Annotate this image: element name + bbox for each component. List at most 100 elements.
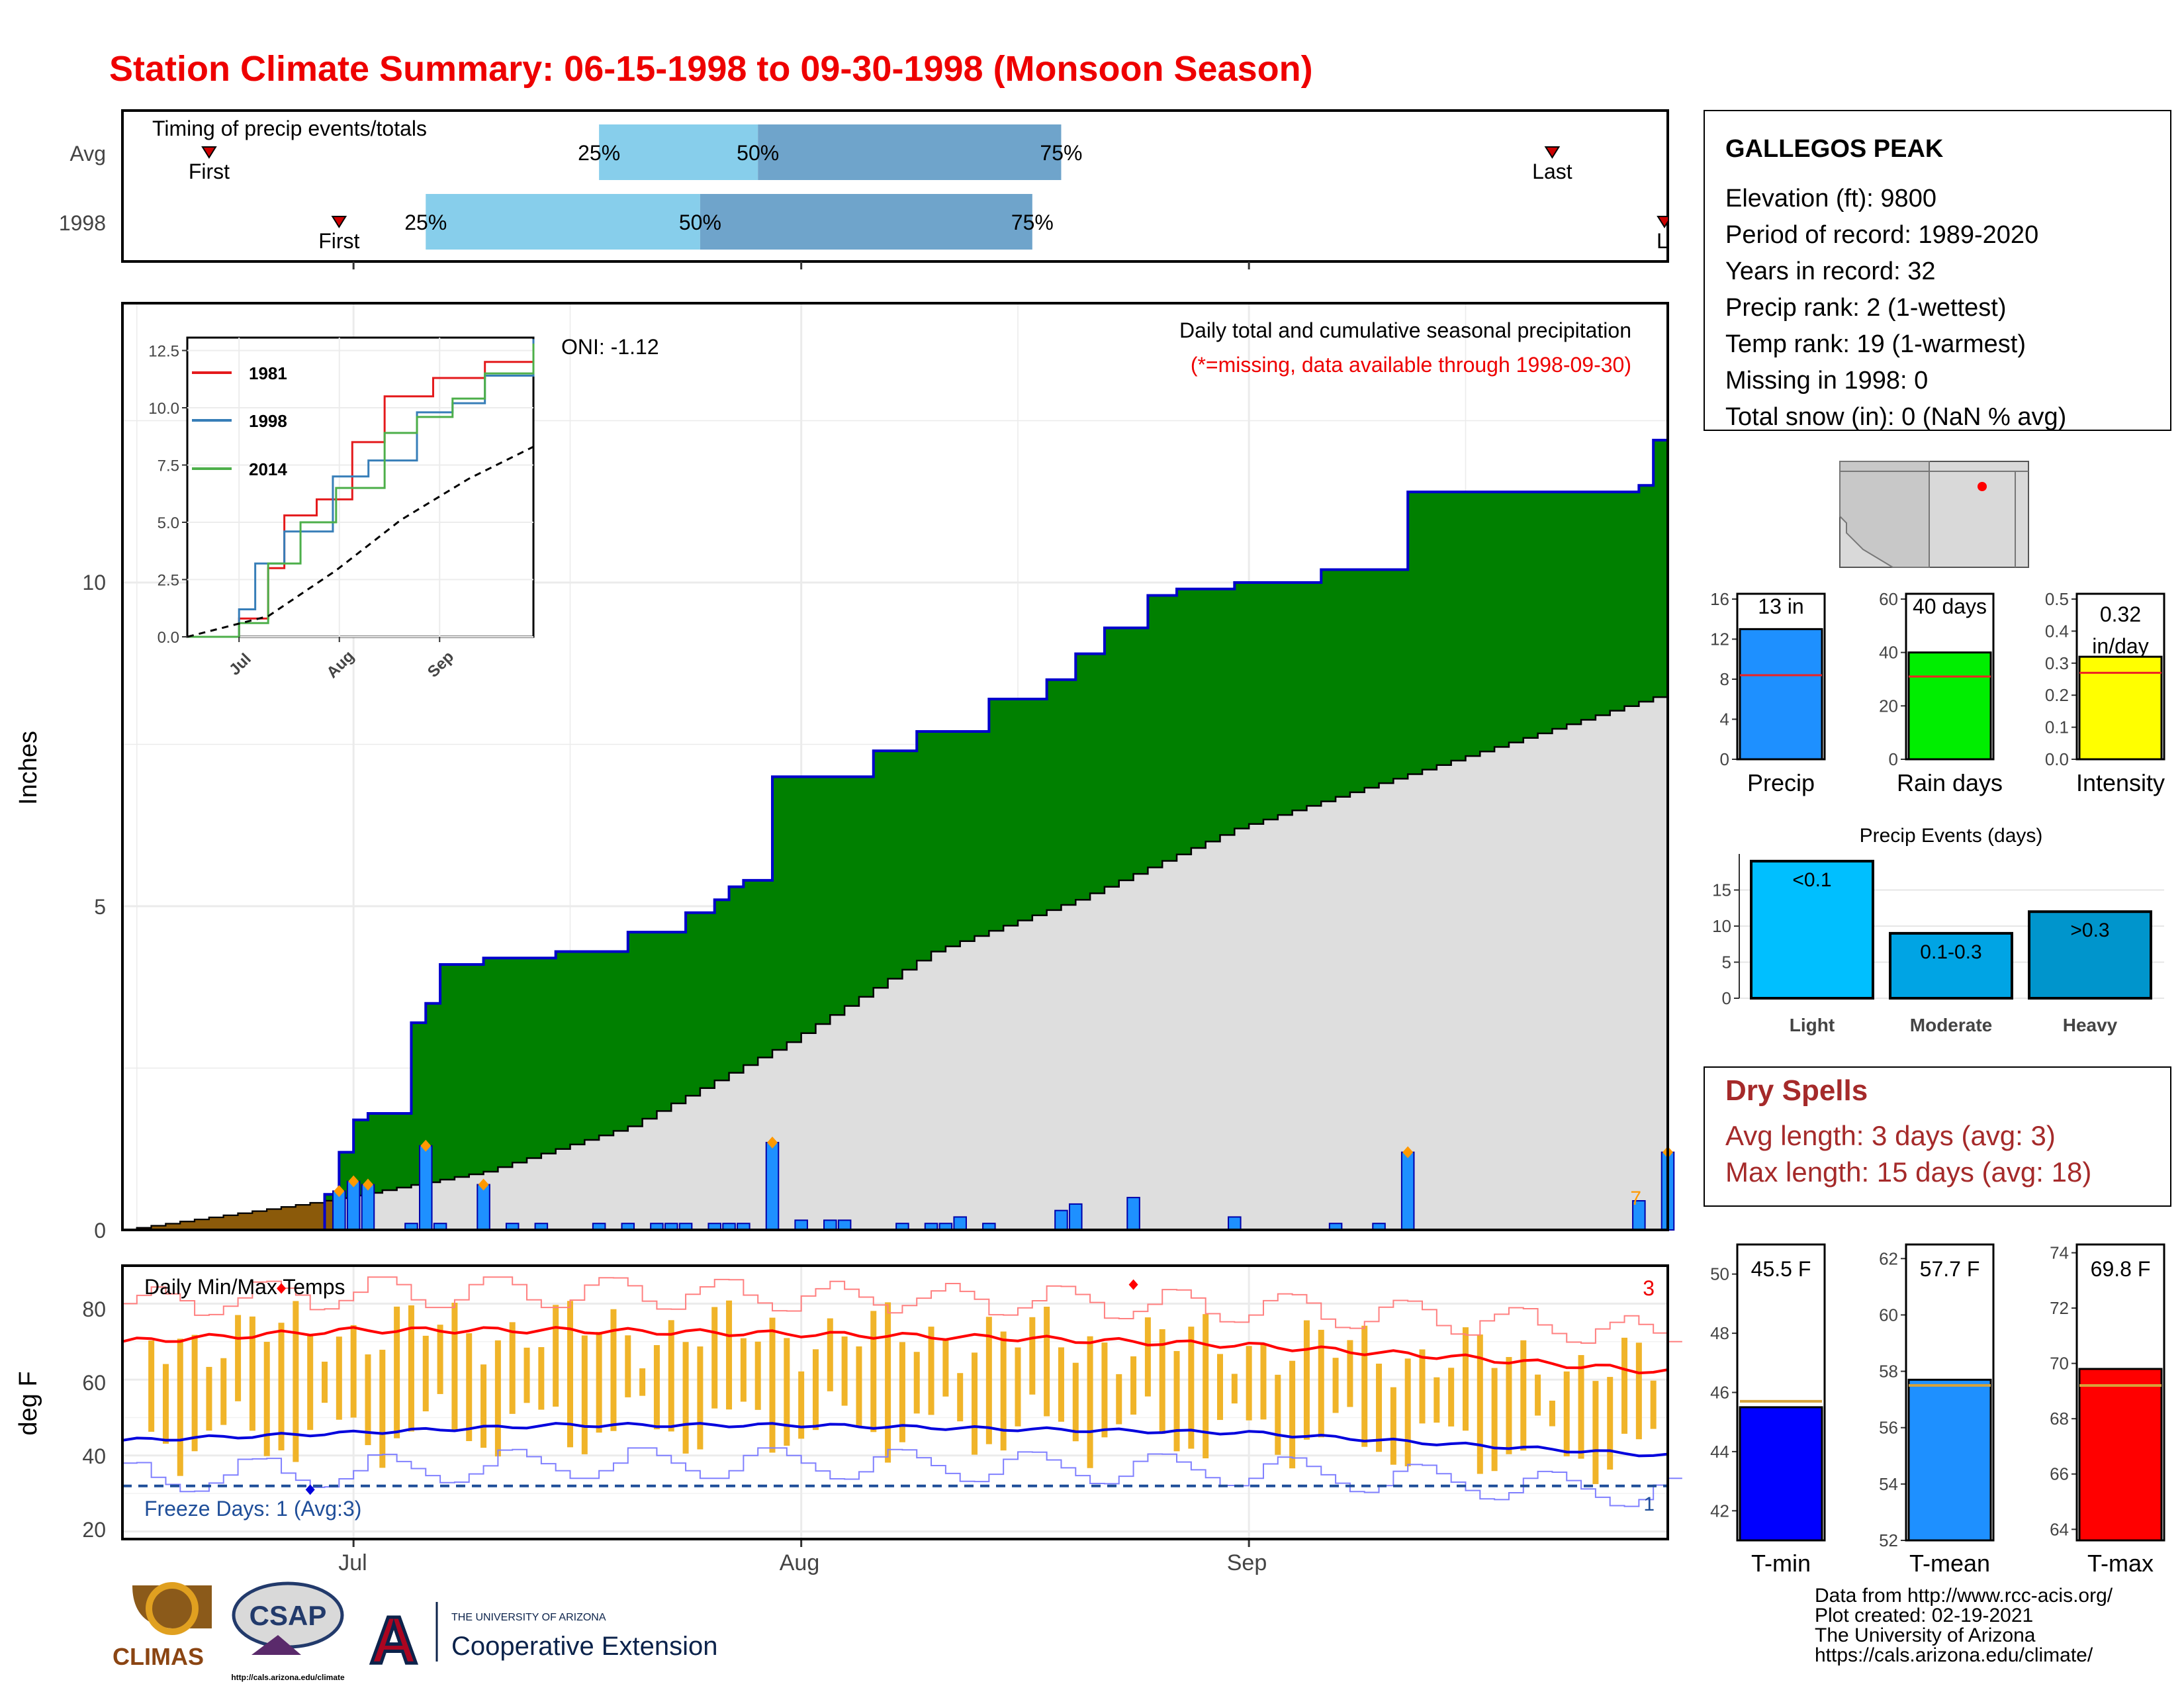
x-tick-aug: Aug: [780, 1550, 820, 1575]
timing-first-marker: [331, 216, 347, 228]
station-name: GALLEGOS PEAK: [1725, 135, 1944, 163]
daily-temp-range-bar: [1448, 1368, 1455, 1427]
daily-temp-range-bar: [740, 1338, 747, 1402]
daily-temp-range-bar: [1361, 1325, 1368, 1447]
daily-temp-range-bar: [148, 1340, 155, 1432]
mini-bar-value: [2078, 655, 2163, 761]
temp-bar-y-tick: 42: [1710, 1501, 1729, 1521]
daily-temp-range-bar: [653, 1344, 660, 1430]
daily-temp-range-bar: [177, 1338, 183, 1476]
credits: Data from http://www.rcc-acis.org/ Plot …: [1815, 1585, 2113, 1666]
temp-bar-value: [2078, 1368, 2163, 1542]
daily-temp-range-bar: [350, 1325, 357, 1418]
temperature-panel: Daily Min/Max Temps Freeze Days: 1 (Avg:…: [15, 1264, 1682, 1575]
daily-precip-marker: [348, 1175, 359, 1188]
cumulative-precip-line-1998: [122, 388, 1669, 1231]
temp-bar-y-tick: 70: [2050, 1354, 2069, 1374]
events-title: Precip Events (days): [1860, 825, 2043, 847]
mini-bar-chart-precip: 0 4 8 12 16 13 in Precip: [1710, 589, 1826, 796]
daily-temp-range-bar: [1433, 1377, 1440, 1423]
daily-temp-range-bar: [1116, 1374, 1122, 1425]
timing-q50-label: 50%: [737, 141, 779, 165]
daily-temp-range-bar: [1275, 1374, 1281, 1455]
station-period: Period of record: 1989-2020: [1725, 221, 2038, 249]
temp-bottom-right-count: 1: [1643, 1493, 1655, 1515]
mini-y-tick: 16: [1710, 589, 1729, 609]
daily-temp-range-bar: [1635, 1342, 1642, 1440]
timing-bar-25-50: [426, 194, 700, 250]
daily-temp-range-bar: [1390, 1387, 1396, 1465]
daily-temp-range-bar: [1058, 1347, 1064, 1422]
temp-bar-y-tick: 64: [2050, 1519, 2069, 1539]
daily-temp-range-bar: [856, 1346, 862, 1427]
daily-temp-range-bar: [1159, 1329, 1165, 1434]
precip-y-tick-5: 5: [94, 895, 106, 919]
daily-precip-marker: [362, 1178, 373, 1191]
station-location-marker: [1978, 482, 1987, 491]
record-high-marker: [277, 1283, 287, 1294]
inset-line-1998: [187, 339, 535, 638]
precip-events-category: Heavy: [2063, 1015, 2118, 1035]
daily-temp-range-bar: [365, 1354, 371, 1446]
timing-q75-label: 75%: [1040, 141, 1082, 165]
daily-temp-range-bar: [754, 1341, 761, 1410]
daily-temp-range-bar: [1246, 1346, 1252, 1421]
temp-bar-y-tick: 52: [1879, 1530, 1898, 1550]
events-y-tick: 15: [1712, 880, 1731, 900]
station-elevation: Elevation (ft): 9800: [1725, 185, 1936, 212]
temp-bar-y-tick: 58: [1879, 1362, 1898, 1382]
credit-url: https://cals.arizona.edu/climate/: [1815, 1644, 2093, 1666]
daily-temp-range-bar: [1318, 1329, 1324, 1438]
inset-y-tick: 12.5: [148, 343, 179, 361]
inset-y-tick: 10.0: [148, 400, 179, 418]
daily-precip-marker: [420, 1139, 432, 1152]
station-snow: Total snow (in): 0 (NaN % avg): [1725, 403, 2066, 431]
timing-q50-label: 50%: [679, 211, 721, 234]
precip-y-label: Inches: [15, 731, 42, 805]
temp-bar-value: [1907, 1378, 1992, 1542]
timing-last-marker: [1544, 146, 1561, 159]
svg-text:CSAP: CSAP: [250, 1600, 327, 1631]
daily-temp-range-bar: [726, 1300, 733, 1410]
csap-logo: CSAP http://cals.arizona.edu/climate: [231, 1581, 345, 1682]
daily-temp-range-bar: [422, 1335, 429, 1412]
daily-temp-range-bar: [1535, 1374, 1541, 1416]
daily-precip-bar: [1054, 1209, 1068, 1231]
daily-temp-range-bar: [784, 1338, 790, 1446]
daily-temp-range-bar: [899, 1342, 905, 1442]
daily-temp-range-bar: [913, 1352, 920, 1414]
main-title: Station Climate Summary: 06-15-1998 to 0…: [109, 49, 1313, 89]
timing-last-label: Last: [1657, 229, 1697, 253]
daily-temp-range-bar: [1650, 1380, 1657, 1429]
daily-temp-range-bar: [191, 1335, 198, 1452]
daily-temp-range-bar: [1419, 1349, 1426, 1424]
mini-bar-label: 0.32: [2100, 602, 2141, 626]
daily-precip-marker: [334, 1185, 345, 1197]
daily-temp-range-bar: [581, 1335, 588, 1454]
svg-text:http://cals.arizona.edu/climat: http://cals.arizona.edu/climate: [231, 1673, 345, 1682]
svg-text:A: A: [370, 1603, 418, 1677]
timing-row-label-1998: 1998: [59, 211, 106, 235]
daily-temp-range-bar: [437, 1325, 443, 1394]
temp-bar-label: 57.7 F: [1920, 1257, 1980, 1281]
temp-bar-y-tick: 68: [2050, 1409, 2069, 1429]
timing-panel: Timing of precip events/totals Avg 1998 …: [59, 109, 1697, 269]
daily-temp-range-bar: [1549, 1400, 1555, 1427]
daily-temp-range-bar: [278, 1323, 285, 1450]
daily-temp-range-bar: [1347, 1340, 1353, 1407]
mini-y-tick: 40: [1879, 643, 1898, 663]
mini-bar-value: [1739, 628, 1823, 761]
precip-events-chart: Precip Events (days) 0 5 10 15 <0.1 Light 0.1-…: [1712, 825, 2164, 1035]
daily-temp-range-bar: [1144, 1317, 1151, 1397]
daily-temp-range-bar: [1101, 1342, 1108, 1438]
mini-y-tick: 0.2: [2045, 685, 2069, 705]
daily-temp-range-bar: [480, 1364, 487, 1448]
timing-first-marker: [201, 146, 217, 159]
temp-y-tick-80: 80: [82, 1297, 106, 1321]
mini-bar-value: [1907, 651, 1992, 761]
temp-bar-label: 69.8 F: [2091, 1257, 2151, 1281]
daily-temp-range-bar: [1332, 1358, 1339, 1413]
mini-y-tick: 0.5: [2045, 589, 2069, 609]
daily-temp-range-bar: [625, 1335, 631, 1397]
